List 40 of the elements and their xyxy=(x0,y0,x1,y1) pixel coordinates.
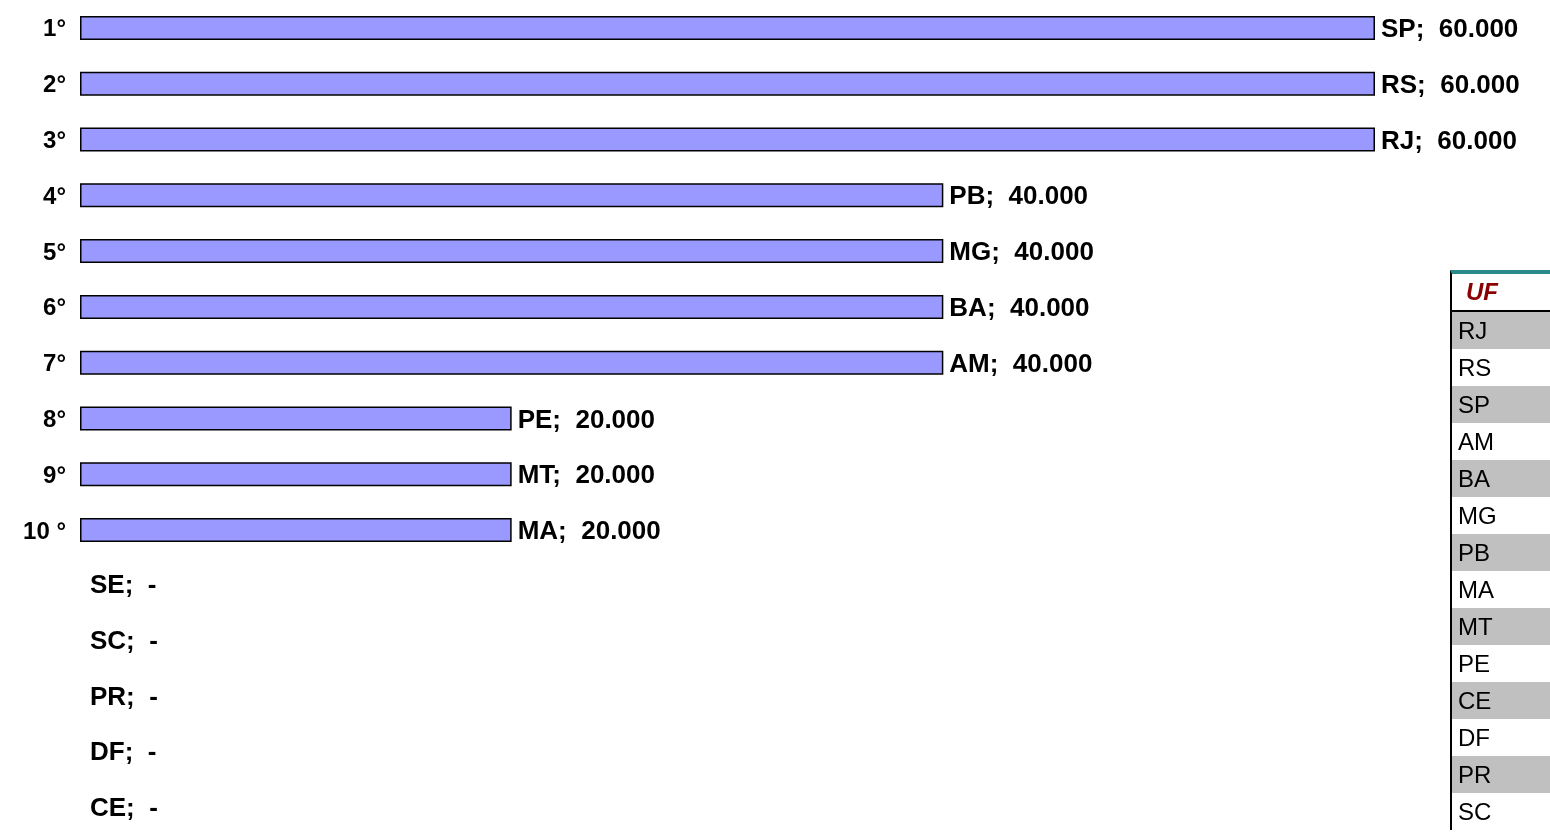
y-tick-label: 8° xyxy=(43,405,66,432)
category-label: MA xyxy=(1457,575,1495,605)
category-label: PE xyxy=(1457,649,1491,679)
category-label: DF xyxy=(1457,723,1491,753)
y-tick-label: 2° xyxy=(43,70,66,98)
category-label: MG xyxy=(1457,501,1498,531)
category-label: RJ xyxy=(1452,312,1550,349)
y-tick-label: 9° xyxy=(43,460,66,488)
category-label: SC xyxy=(1457,797,1493,827)
text: PR; - xyxy=(90,680,158,711)
text: CE; - xyxy=(90,792,158,823)
data-label: AM; 40.000 xyxy=(949,347,1093,378)
text: SE; - xyxy=(90,568,157,599)
data-label: PE; 20.000 xyxy=(517,403,655,434)
data-label: RJ; 60.000 xyxy=(1381,124,1517,155)
y-tick-label: 4° xyxy=(43,181,66,209)
category-label: MT xyxy=(1452,608,1550,645)
y-tick-label: 3° xyxy=(43,126,66,153)
category-label: BA xyxy=(1452,460,1550,497)
y-tick-label: 5° xyxy=(43,237,66,265)
category-label: PB xyxy=(1452,534,1550,571)
category-label: AM xyxy=(1457,427,1495,457)
data-label: MT; 20.000 xyxy=(517,459,655,490)
y-tick-label: 1° xyxy=(43,14,66,42)
category-label: SP xyxy=(1452,386,1550,423)
text: UF xyxy=(1452,274,1550,312)
text: DF; - xyxy=(90,736,157,767)
y-tick-label: 7° xyxy=(43,349,66,377)
data-label: MG; 40.000 xyxy=(949,236,1094,267)
category-label: RS xyxy=(1457,353,1493,383)
data-label: PB; 40.000 xyxy=(949,180,1089,211)
data-label: RS; 60.000 xyxy=(1381,68,1520,99)
category-label: CE xyxy=(1452,682,1550,719)
data-label: BA; 40.000 xyxy=(949,291,1090,322)
category-label: PR xyxy=(1452,756,1550,793)
text: SC; - xyxy=(90,624,158,655)
y-tick-label: 6° xyxy=(43,293,66,321)
data-label: MA; 20.000 xyxy=(517,515,661,546)
data-label: SP; 60.000 xyxy=(1381,12,1519,43)
y-tick-label: 10 ° xyxy=(23,516,66,544)
